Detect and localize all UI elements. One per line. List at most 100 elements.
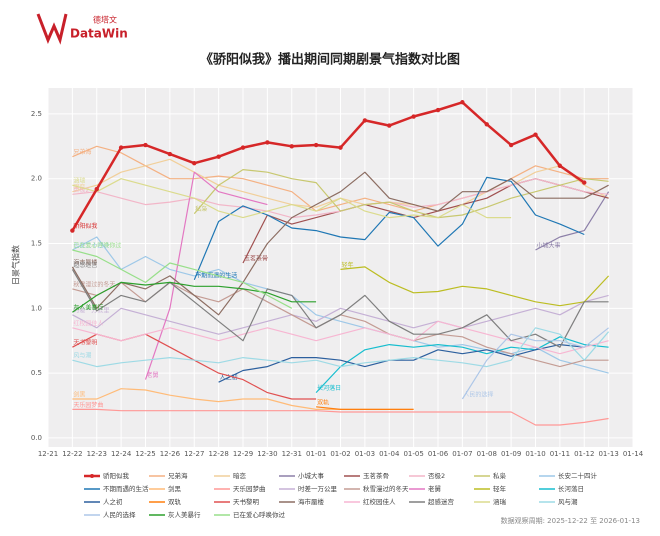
series-label: 红校园佳人 xyxy=(73,319,103,327)
y-axis-label: 日景气指数 xyxy=(11,245,21,285)
x-tick-label: 12-24 xyxy=(111,450,132,458)
legend-label: 灰人美暴行 xyxy=(168,510,201,519)
point xyxy=(313,142,319,148)
point xyxy=(362,118,368,123)
x-tick-label: 01-14 xyxy=(623,450,644,458)
point xyxy=(508,142,514,148)
chart-title: 《骄阳似我》播出期间同期剧景气指数对比图 xyxy=(200,52,460,68)
series-label: 涵瑞 xyxy=(73,177,85,185)
x-tick-label: 01-08 xyxy=(477,450,497,458)
legend-label: 秋雪漫过的冬天 xyxy=(363,484,409,493)
legend-label: 老舅 xyxy=(428,484,441,493)
series-label: 轻年 xyxy=(342,261,354,269)
x-tick-label: 01-12 xyxy=(574,450,594,458)
logo-en: DataWin xyxy=(70,27,128,41)
x-tick-label: 01-04 xyxy=(379,450,400,458)
x-tick-label: 01-02 xyxy=(330,450,350,458)
series-line xyxy=(72,281,317,313)
legend-label: 私枭 xyxy=(493,471,506,480)
legend-label: 天书黎明 xyxy=(233,497,260,506)
x-tick-label: 01-05 xyxy=(403,450,423,458)
series-label: 双轨 xyxy=(317,398,329,406)
point xyxy=(70,228,75,233)
series-line xyxy=(193,176,585,281)
legend-label: 已在爱心呼唤你过 xyxy=(233,510,286,519)
series-line xyxy=(72,408,609,426)
x-tick-label: 01-13 xyxy=(598,450,618,458)
x-tick-label: 12-28 xyxy=(208,450,228,458)
series-label: 海市蜃楼 xyxy=(73,258,97,266)
x-tick-label: 01-11 xyxy=(550,450,570,458)
series-label: 灰人美暴行 xyxy=(73,304,103,312)
x-tick-label: 12-21 xyxy=(38,450,58,458)
y-tick-label: 2.5 xyxy=(31,110,42,118)
legend-label: 暗恋 xyxy=(233,471,247,480)
point xyxy=(582,180,587,185)
legend-label: 小城大事 xyxy=(298,471,325,480)
x-tick-label: 12-26 xyxy=(160,450,181,458)
point xyxy=(460,100,465,105)
legend-label: 轻年 xyxy=(493,484,507,493)
series-label: 否极2 xyxy=(73,186,89,194)
series-line xyxy=(535,191,610,251)
point xyxy=(143,142,148,148)
series-line xyxy=(193,169,609,219)
point xyxy=(192,160,197,166)
legend-label: 剑黑 xyxy=(168,484,182,493)
series-label: 长安二十四计 xyxy=(73,242,109,250)
series-line xyxy=(72,294,609,335)
x-tick-label: 12-23 xyxy=(87,450,107,458)
legend-label: 否极2 xyxy=(428,471,445,480)
series-line xyxy=(315,336,609,394)
series-line xyxy=(144,171,268,380)
legend-label: 长安二十四计 xyxy=(558,471,598,480)
series-label: 长河落日 xyxy=(317,384,341,392)
point xyxy=(240,145,246,150)
series-label: 超感迷宫 xyxy=(73,261,97,269)
series-label: 风与潮 xyxy=(73,352,91,360)
legend-label: 兄弟海 xyxy=(168,471,188,480)
x-tick-label: 01-03 xyxy=(355,450,375,458)
point xyxy=(387,123,392,128)
series-label: 老舅 xyxy=(147,371,159,379)
logo-cn: 德塔文 xyxy=(93,15,117,25)
legend-label: 人之初 xyxy=(103,497,123,506)
series-line xyxy=(461,327,609,400)
series-line xyxy=(72,178,512,219)
logo-mark xyxy=(36,13,68,45)
legend-label: 超感迷宫 xyxy=(428,497,454,506)
series-label: 小城大事 xyxy=(537,242,561,250)
series-label: 时差一万公里 xyxy=(73,306,109,314)
legend-label: 天乐园梦曲 xyxy=(233,484,266,493)
x-tick-label: 01-07 xyxy=(452,450,472,458)
series-line xyxy=(72,145,609,212)
point xyxy=(289,144,294,149)
y-tick-label: 0.0 xyxy=(31,434,42,442)
legend-label: 人民的选择 xyxy=(103,510,136,519)
point xyxy=(94,186,99,192)
series-label: 私枭 xyxy=(195,205,207,213)
point xyxy=(338,145,343,150)
y-tick-label: 1.5 xyxy=(31,240,42,248)
x-tick-label: 01-09 xyxy=(501,450,521,458)
legend-label: 海市蜃楼 xyxy=(298,497,325,506)
legend-label: 红校园佳人 xyxy=(363,497,396,506)
legend-label: 时差一万公里 xyxy=(298,484,338,493)
series-label: 人民的选择 xyxy=(463,391,493,399)
x-tick-label: 12-30 xyxy=(257,450,277,458)
x-tick-label: 12-29 xyxy=(233,450,253,458)
legend-marker xyxy=(90,474,94,478)
series-line xyxy=(72,236,609,374)
point xyxy=(167,151,173,157)
series-label: 人之初 xyxy=(220,374,238,382)
series-line xyxy=(72,327,610,368)
series-label: 骄阳似我 xyxy=(73,222,97,230)
series-line xyxy=(72,320,609,355)
point xyxy=(118,145,124,150)
series-line xyxy=(72,249,293,309)
series-line xyxy=(316,406,414,410)
x-tick-label: 12-31 xyxy=(282,450,302,458)
y-tick-label: 2.0 xyxy=(31,175,42,183)
point xyxy=(216,154,221,159)
